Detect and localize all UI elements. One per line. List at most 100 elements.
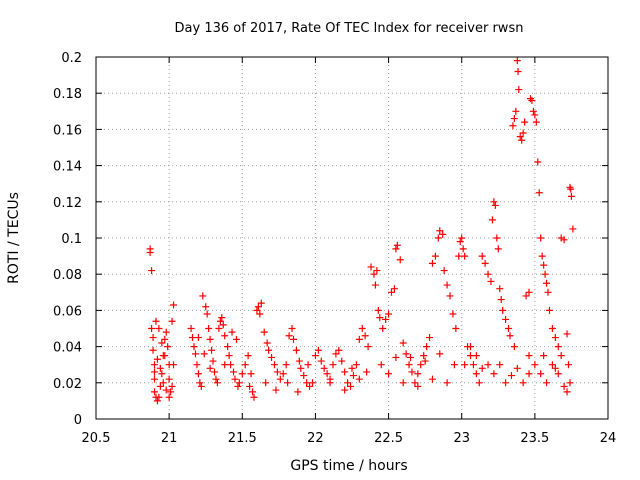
data-point [534, 158, 542, 166]
data-point [399, 379, 407, 387]
data-point [496, 361, 504, 369]
chart-title: Day 136 of 2017, Rate Of TEC Index for r… [175, 21, 524, 36]
data-point [212, 375, 220, 383]
data-point [392, 353, 400, 361]
data-point [494, 245, 502, 253]
data-point [519, 379, 527, 387]
data-point [332, 350, 340, 358]
data-point [544, 288, 552, 296]
data-point [151, 388, 159, 396]
data-point [341, 368, 349, 376]
data-point [374, 306, 382, 314]
data-point [355, 375, 363, 383]
x-tick-label: 20.5 [82, 431, 111, 446]
data-point [200, 350, 208, 358]
data-point [191, 350, 199, 358]
data-point [428, 259, 436, 267]
data-point [341, 386, 349, 394]
data-point [484, 361, 492, 369]
data-point [563, 330, 571, 338]
data-point [516, 133, 524, 141]
data-point [513, 57, 521, 65]
data-point [497, 296, 505, 304]
data-point [538, 252, 546, 260]
data-point [294, 388, 302, 396]
data-point [151, 361, 159, 369]
data-point [449, 310, 457, 318]
data-point [548, 361, 556, 369]
data-point [320, 364, 328, 372]
data-point [364, 343, 372, 351]
data-point [219, 321, 227, 329]
data-point [151, 375, 159, 383]
data-point [257, 299, 265, 307]
data-point [385, 370, 393, 378]
data-point [440, 267, 448, 275]
data-point [279, 370, 287, 378]
data-point [148, 325, 156, 332]
data-point [443, 281, 451, 289]
data-point [393, 241, 401, 249]
y-tick-label: 0.14 [53, 160, 82, 175]
data-point [519, 129, 527, 137]
data-point [170, 301, 178, 309]
data-point [193, 361, 201, 369]
data-point [203, 310, 211, 318]
y-axis-label: ROTI / TECUs [6, 192, 22, 284]
data-point [402, 350, 410, 358]
data-point [338, 357, 346, 365]
data-point [263, 339, 271, 347]
data-point [436, 227, 444, 235]
data-point [390, 285, 398, 293]
data-point [414, 382, 422, 390]
data-point [466, 343, 474, 351]
data-point [373, 267, 381, 275]
data-point [567, 185, 575, 193]
data-point [512, 107, 520, 115]
data-point [426, 334, 434, 342]
data-point [352, 361, 360, 369]
data-point [162, 386, 170, 394]
data-point [208, 346, 216, 354]
y-tick-label: 0.06 [53, 304, 82, 319]
data-point [472, 370, 480, 378]
data-point [551, 364, 559, 372]
data-point [355, 335, 363, 343]
x-tick-label: 21 [161, 431, 178, 446]
axis-ticks [95, 56, 609, 420]
data-point [399, 339, 407, 347]
data-point [348, 364, 356, 372]
data-point [541, 270, 549, 278]
data-point [153, 355, 161, 363]
data-point [260, 328, 268, 336]
data-point [515, 86, 523, 94]
data-point [284, 379, 292, 387]
data-point [151, 368, 159, 376]
data-point [466, 352, 474, 360]
data-point [421, 357, 429, 365]
data-point [461, 361, 469, 369]
data-point [311, 352, 319, 360]
data-point [525, 370, 533, 378]
data-point [502, 379, 510, 387]
data-point [455, 252, 463, 260]
data-point [335, 346, 343, 354]
data-point [300, 372, 308, 380]
data-point [407, 353, 415, 361]
y-tick-label: 0.04 [53, 341, 82, 356]
data-point [510, 115, 518, 123]
data-point [488, 216, 496, 224]
x-tick-label: 23 [453, 431, 470, 446]
data-point [292, 346, 300, 354]
data-point [461, 252, 469, 260]
data-point [326, 379, 334, 387]
data-point [247, 370, 255, 378]
data-point [484, 270, 492, 278]
y-tick-label: 0.16 [53, 123, 82, 138]
data-point [309, 379, 317, 387]
data-point [158, 339, 166, 347]
data-point [509, 122, 517, 130]
data-point [458, 234, 466, 242]
y-tick-label: 0 [74, 413, 82, 428]
data-point [551, 334, 559, 342]
